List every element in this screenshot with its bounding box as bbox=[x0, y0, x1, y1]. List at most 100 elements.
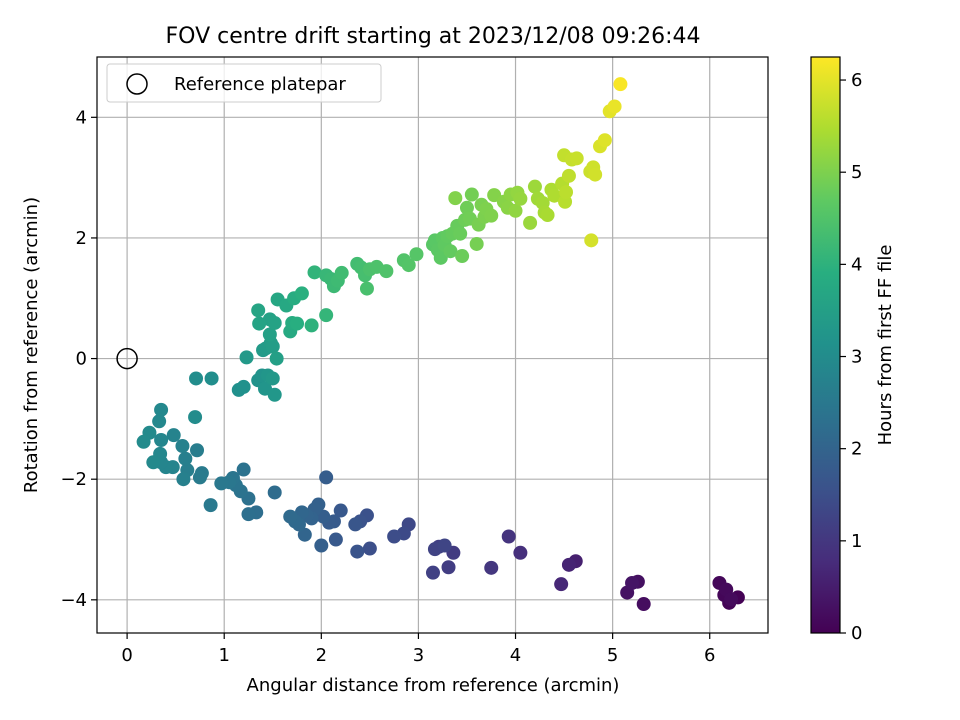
data-point bbox=[267, 485, 282, 500]
data-point bbox=[204, 371, 219, 386]
data-point bbox=[425, 565, 440, 580]
plot-frame bbox=[96, 56, 769, 634]
data-point bbox=[513, 191, 528, 206]
data-point bbox=[190, 443, 205, 458]
colorbar-tick-label: 5 bbox=[851, 162, 862, 183]
data-point bbox=[409, 247, 424, 262]
x-axis: 0 1 2 3 4 5 6 bbox=[121, 633, 715, 666]
data-point bbox=[319, 308, 334, 323]
data-point bbox=[547, 188, 562, 203]
data-point bbox=[625, 575, 640, 590]
data-point bbox=[607, 99, 622, 114]
data-point bbox=[636, 597, 651, 612]
data-point bbox=[459, 200, 474, 215]
data-point bbox=[501, 529, 516, 544]
colorbar-tick-label: 3 bbox=[851, 347, 862, 368]
legend-marker-icon bbox=[126, 73, 148, 95]
data-point bbox=[188, 410, 203, 425]
x-tick-label: 1 bbox=[218, 645, 229, 666]
data-point bbox=[401, 258, 416, 273]
data-point bbox=[297, 527, 312, 542]
y-tick-label: −2 bbox=[60, 469, 87, 490]
y-tick-label: 4 bbox=[76, 107, 87, 128]
data-point bbox=[455, 249, 470, 264]
reference-platepar-marker bbox=[116, 347, 138, 370]
data-point bbox=[554, 577, 569, 592]
colorbar-tick-label: 4 bbox=[851, 254, 862, 275]
chart-title: FOV centre drift starting at 2023/12/08 … bbox=[166, 24, 701, 49]
data-point bbox=[484, 560, 499, 575]
data-point bbox=[314, 538, 329, 553]
data-point bbox=[203, 498, 218, 513]
data-point bbox=[152, 414, 167, 429]
data-point bbox=[379, 264, 394, 279]
data-point bbox=[464, 187, 479, 202]
data-point bbox=[350, 544, 365, 559]
legend-box bbox=[106, 63, 382, 103]
legend: Reference platepar bbox=[106, 63, 382, 103]
data-point bbox=[362, 541, 377, 556]
colorbar-tick-label: 6 bbox=[851, 70, 862, 91]
data-point bbox=[724, 592, 739, 607]
data-point bbox=[561, 168, 576, 183]
data-point bbox=[561, 557, 576, 572]
data-point bbox=[597, 133, 612, 148]
x-axis-label: Angular distance from reference (arcmin) bbox=[247, 675, 620, 696]
data-points bbox=[136, 77, 745, 612]
y-tick-label: 0 bbox=[76, 349, 87, 370]
data-point bbox=[269, 351, 284, 366]
data-point bbox=[189, 371, 204, 386]
data-point bbox=[319, 470, 334, 485]
data-point bbox=[154, 432, 169, 447]
data-point bbox=[262, 327, 277, 342]
data-point bbox=[251, 303, 266, 318]
data-point bbox=[508, 203, 523, 218]
data-point bbox=[569, 151, 584, 166]
data-point bbox=[166, 428, 181, 443]
colorbar-label: Hours from first FF file bbox=[875, 245, 896, 446]
data-point bbox=[453, 226, 468, 241]
data-point bbox=[584, 233, 599, 248]
data-point bbox=[136, 434, 151, 449]
data-point bbox=[527, 179, 542, 194]
data-point bbox=[484, 208, 499, 223]
data-point bbox=[267, 315, 282, 330]
data-point bbox=[613, 77, 628, 92]
data-point bbox=[265, 339, 280, 354]
data-point bbox=[333, 503, 348, 518]
data-point bbox=[334, 265, 349, 280]
data-point bbox=[178, 451, 193, 466]
x-tick-label: 0 bbox=[121, 645, 132, 666]
data-point bbox=[437, 538, 452, 553]
y-tick-label: 2 bbox=[76, 228, 87, 249]
data-point bbox=[154, 402, 169, 417]
x-tick-label: 3 bbox=[413, 645, 424, 666]
data-point bbox=[348, 517, 363, 532]
colorbar-tick-label: 0 bbox=[851, 623, 862, 644]
x-tick-label: 5 bbox=[607, 645, 618, 666]
data-point bbox=[267, 387, 282, 402]
data-point bbox=[192, 470, 207, 485]
data-point bbox=[175, 439, 190, 454]
data-point bbox=[540, 208, 555, 223]
data-point bbox=[214, 476, 229, 491]
x-tick-label: 2 bbox=[316, 645, 327, 666]
data-point bbox=[236, 379, 251, 394]
data-point bbox=[146, 455, 161, 470]
data-point bbox=[307, 265, 322, 280]
data-point bbox=[239, 350, 254, 365]
colorbar-axis: 0 1 2 3 4 5 6 bbox=[840, 70, 862, 644]
colorbar bbox=[810, 56, 841, 634]
data-point bbox=[469, 236, 484, 251]
data-point bbox=[252, 316, 267, 331]
data-point bbox=[441, 560, 456, 575]
data-point bbox=[294, 286, 309, 301]
legend-label: Reference platepar bbox=[174, 74, 346, 95]
y-tick-label: −4 bbox=[60, 590, 87, 611]
data-point bbox=[443, 244, 458, 259]
y-axis: −4 −2 0 2 4 bbox=[60, 107, 97, 611]
data-point bbox=[387, 529, 402, 544]
data-point bbox=[283, 509, 298, 524]
x-tick-label: 4 bbox=[510, 645, 521, 666]
